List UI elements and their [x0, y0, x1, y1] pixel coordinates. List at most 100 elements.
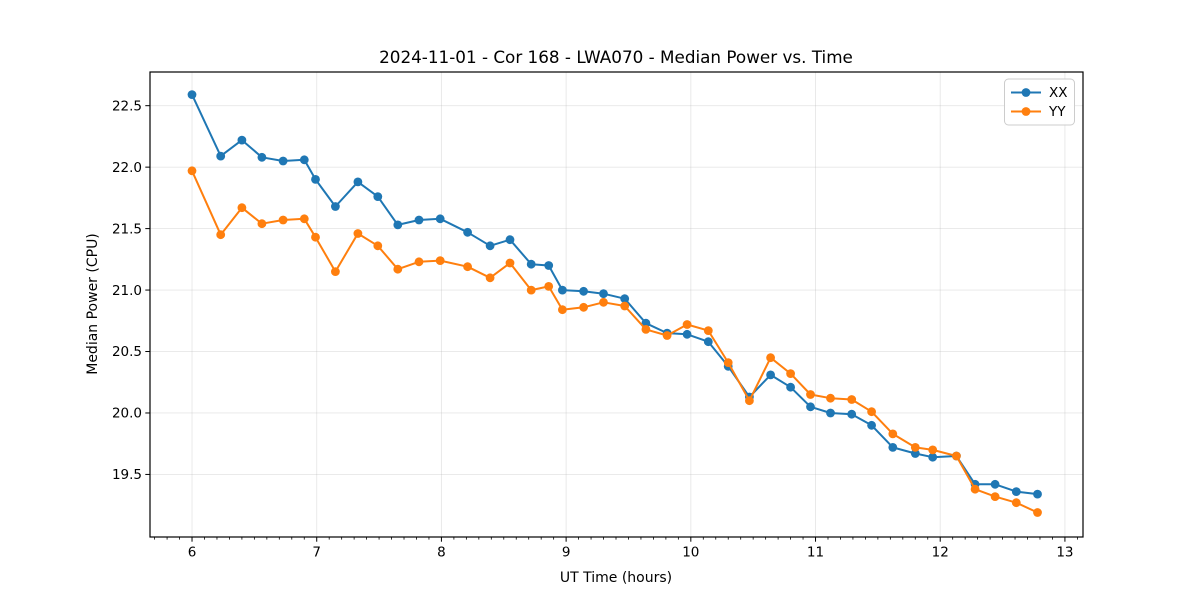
series-YY-marker [373, 241, 383, 251]
series-YY-marker [1011, 498, 1021, 508]
x-tick-label: 9 [562, 545, 571, 561]
series-YY-marker [662, 331, 672, 340]
series-YY-marker [806, 390, 815, 399]
series-YY-marker [353, 229, 363, 238]
series-YY-marker [299, 214, 309, 224]
series-YY-marker [867, 407, 876, 417]
y-tick-label: 22.0 [112, 160, 142, 176]
series-XX-marker [526, 259, 536, 269]
tick-layer: 6 7 8 9 10 11 12 13 19.5 20.0 20.5 21.0 21.5 22.0 22.5 [112, 71, 1084, 561]
series-YY-marker [990, 492, 1000, 501]
legend-label-XX: XX [1049, 85, 1068, 101]
series-YY-marker [558, 305, 567, 315]
series-XX-marker [682, 329, 692, 339]
series-YY-marker [826, 393, 835, 403]
series-XX-marker [558, 285, 567, 295]
legend-swatch-marker-XX [1021, 88, 1031, 97]
series-YY-marker [766, 353, 775, 363]
series-YY-marker [311, 232, 320, 242]
x-axis-label: UT Time (hours) [560, 570, 672, 586]
series-YY-marker [278, 215, 288, 225]
x-tick-label: 7 [312, 545, 321, 561]
series-YY-marker [786, 369, 795, 378]
series-YY-marker [526, 285, 536, 295]
series-YY-marker [216, 230, 226, 240]
series-YY-marker [237, 203, 247, 213]
plot-border [149, 71, 1084, 538]
series-XX-marker [806, 402, 815, 412]
x-tick-label: 6 [188, 545, 197, 561]
series-XX-marker [299, 155, 309, 165]
series-XX-marker [990, 479, 1000, 489]
series-XX-marker [826, 408, 835, 418]
series-YY-marker [703, 326, 713, 335]
x-tick-label: 8 [437, 545, 446, 561]
series-XX-marker [187, 90, 197, 99]
series-XX-marker [278, 156, 288, 166]
series-YY-marker [599, 297, 608, 307]
chart-title: 2024-11-01 - Cor 168 - LWA070 - Median P… [379, 47, 853, 67]
series-XX-marker [786, 382, 795, 392]
y-tick-label: 19.5 [112, 467, 142, 483]
y-tick-label: 20.0 [112, 406, 142, 422]
series-XX-marker [766, 370, 775, 380]
series-XX-marker [414, 215, 424, 225]
series-YY-marker [952, 451, 961, 461]
series-XX-marker [928, 452, 938, 462]
series-XX-marker [620, 294, 630, 304]
series-XX-marker [888, 443, 898, 452]
x-tick-label: 13 [1056, 545, 1073, 561]
series-XX-marker [1033, 489, 1042, 499]
grid-layer [150, 72, 1083, 537]
series-XX-marker [237, 135, 247, 145]
y-tick-label: 21.5 [112, 221, 142, 237]
series-XX-marker [910, 449, 920, 458]
series-YY-marker [579, 302, 588, 312]
series-YY-marker [544, 282, 554, 291]
series-YY-marker [435, 256, 445, 265]
series-XX-marker [331, 202, 340, 211]
series-YY-marker [187, 166, 197, 176]
series-YY-marker [505, 258, 515, 268]
legend-swatch-marker-YY [1021, 107, 1031, 116]
series-YY-marker [723, 358, 733, 367]
series-XX-marker [463, 227, 472, 237]
x-tick-label: 11 [807, 545, 824, 561]
series-XX-marker [373, 192, 383, 202]
series-YY-marker [928, 445, 938, 455]
legend-label-YY: YY [1048, 104, 1066, 120]
series-XX-marker [216, 151, 226, 161]
series-XX-marker [544, 261, 554, 270]
x-tick-label: 10 [682, 545, 699, 561]
series-XX-marker [847, 409, 857, 419]
series-YY-line [191, 170, 1038, 514]
series-XX-marker [393, 220, 403, 230]
series-XX-marker [641, 318, 651, 328]
series-YY-marker [888, 429, 898, 439]
legend: XX YY [1004, 78, 1075, 126]
series-XX-marker [485, 241, 495, 251]
series-YY-marker [970, 484, 980, 494]
y-tick-label: 20.5 [112, 344, 142, 360]
series-YY-marker [641, 325, 651, 334]
x-tick-label: 12 [932, 545, 949, 561]
series-XX-line [191, 94, 1038, 496]
series-XX-marker [311, 175, 320, 184]
series-XX-marker [579, 286, 588, 296]
series-layer [187, 90, 1042, 517]
series-YY-marker [745, 396, 754, 406]
series-XX-marker [703, 337, 713, 347]
series-XX-marker [353, 177, 363, 187]
series-YY-marker [1033, 508, 1042, 517]
series-YY-marker [414, 257, 424, 267]
series-YY-marker [331, 267, 340, 276]
series-YY-marker [257, 219, 267, 229]
series-YY-marker [910, 443, 920, 452]
series-YY-marker [847, 395, 857, 404]
series-YY-marker [463, 262, 472, 272]
series-YY-marker [485, 273, 495, 283]
series-YY-marker [682, 320, 692, 329]
series-XX-marker [867, 420, 876, 430]
